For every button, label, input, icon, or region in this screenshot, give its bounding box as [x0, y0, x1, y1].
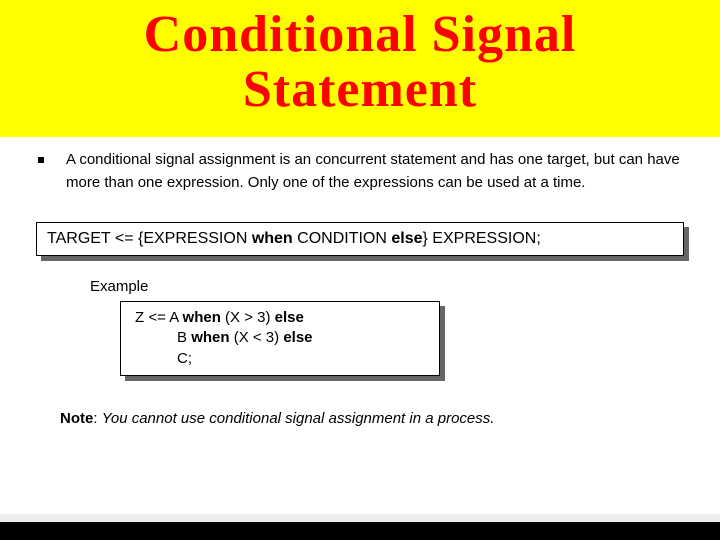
- syntax-keyword-else: else: [391, 230, 422, 247]
- syntax-part-3: } EXPRESSION;: [423, 230, 541, 247]
- ex-l2-b: (X < 3): [230, 329, 284, 346]
- ex-l1-b: (X > 3): [221, 309, 275, 326]
- description-row: A conditional signal assignment is an co…: [30, 149, 690, 194]
- example-box: Z <= A when (X > 3) else B when (X < 3) …: [120, 301, 440, 376]
- syntax-part-1: TARGET <= {EXPRESSION: [47, 230, 252, 247]
- title-line-2: Statement: [243, 61, 477, 118]
- content-area: A conditional signal assignment is an co…: [0, 137, 720, 427]
- syntax-keyword-when: when: [252, 230, 293, 247]
- title-bar: Conditional Signal Statement: [0, 0, 720, 137]
- slide-title: Conditional Signal Statement: [0, 8, 720, 117]
- ex-l2-when: when: [191, 329, 229, 346]
- ex-l2-else: else: [283, 329, 312, 346]
- note-label: Note: [60, 410, 93, 427]
- syntax-box-container: TARGET <= {EXPRESSION when CONDITION els…: [36, 222, 684, 256]
- syntax-box: TARGET <= {EXPRESSION when CONDITION els…: [36, 222, 684, 256]
- ex-l1-a: Z <= A: [135, 309, 183, 326]
- bullet-icon: [38, 157, 44, 163]
- example-line-2: B when (X < 3) else: [135, 328, 429, 348]
- syntax-part-2: CONDITION: [293, 230, 392, 247]
- description-text: A conditional signal assignment is an co…: [66, 149, 690, 194]
- ex-l1-else: else: [275, 309, 304, 326]
- note-text: You cannot use conditional signal assign…: [102, 410, 495, 427]
- ex-l1-when: when: [183, 309, 221, 326]
- example-label: Example: [90, 278, 690, 295]
- title-line-1: Conditional Signal: [144, 6, 577, 63]
- note: Note: You cannot use conditional signal …: [60, 410, 690, 427]
- ex-l2-a: B: [177, 329, 191, 346]
- bottom-bar: [0, 522, 720, 540]
- bottom-shade: [0, 514, 720, 522]
- note-sep: :: [93, 410, 101, 427]
- example-line-3: C;: [135, 349, 429, 369]
- example-box-container: Z <= A when (X > 3) else B when (X < 3) …: [120, 301, 440, 376]
- example-line-1: Z <= A when (X > 3) else: [135, 308, 429, 328]
